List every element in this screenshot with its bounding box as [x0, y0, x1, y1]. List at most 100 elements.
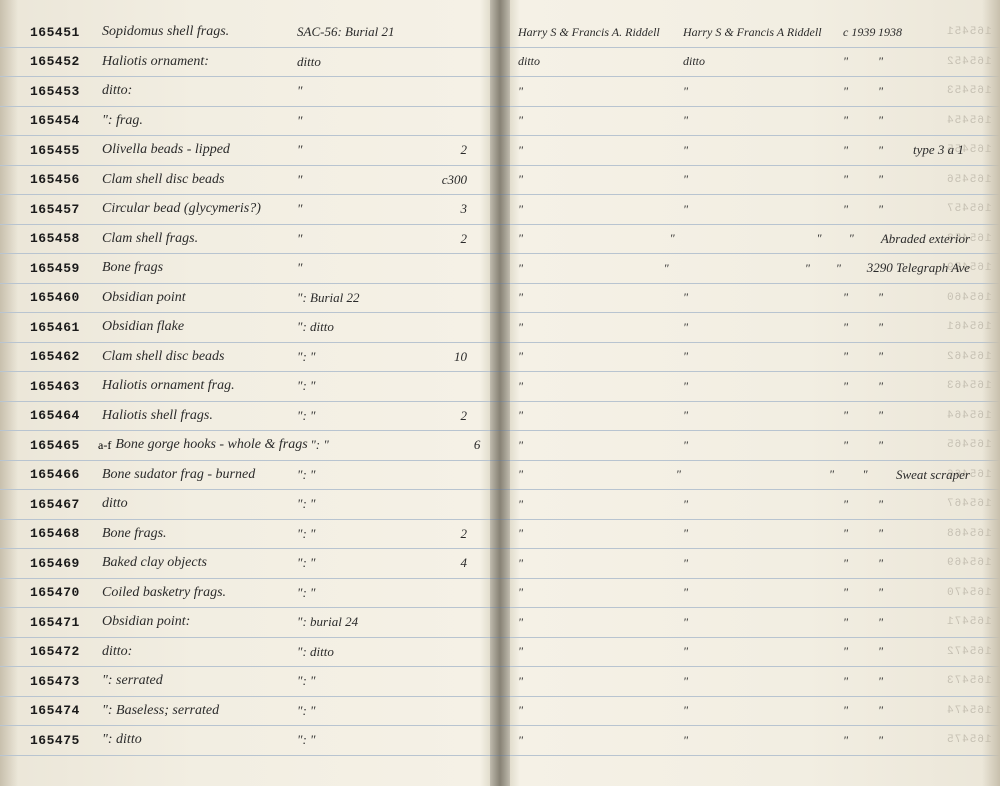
year-collected: ": [843, 644, 878, 659]
ledger-row-left: 165464Haliotis shell frags.": "2: [0, 402, 500, 432]
year-accessioned: ": [836, 261, 867, 276]
catalog-number: 165460: [30, 290, 102, 305]
ledger-row-right: """"165454: [500, 107, 1000, 137]
year-collected: ": [843, 113, 878, 128]
year-accessioned: ": [878, 54, 913, 69]
item-description: Sopidomus shell frags.: [102, 24, 297, 40]
item-description: Haliotis shell frags.: [102, 408, 297, 424]
item-description: Haliotis ornament:: [102, 54, 297, 70]
ledger-row-left: 165461Obsidian flake": ditto: [0, 313, 500, 343]
ledger-row-right: """"165461: [500, 313, 1000, 343]
catalog-suffix: a-f: [98, 438, 111, 453]
year-collected: ": [829, 467, 862, 482]
collector: ": [518, 467, 676, 482]
catalog-number: 165473: [30, 674, 102, 689]
ledger-row-right: """"165470: [500, 579, 1000, 609]
item-location: ": ": [297, 408, 427, 424]
donor: ": [683, 379, 843, 394]
ledger-row-left: 165453ditto:": [0, 77, 500, 107]
year-collected: ": [843, 320, 878, 335]
ledger-row-left: 165471Obsidian point:": burial 24: [0, 608, 500, 638]
donor: ": [664, 261, 805, 276]
collector: ": [518, 497, 683, 512]
item-location: ": ditto: [297, 644, 427, 660]
item-location: ": ": [297, 349, 427, 365]
year-collected: ": [843, 438, 878, 453]
book-spine: [490, 0, 510, 786]
item-location: ": [297, 201, 427, 217]
catalog-number: 165455: [30, 143, 102, 158]
year-accessioned: ": [878, 84, 913, 99]
item-location: ": [297, 260, 427, 276]
item-location: ": ": [297, 732, 427, 748]
item-description: Obsidian flake: [102, 319, 297, 335]
ledger-row-right: """"165463: [500, 372, 1000, 402]
year-accessioned: ": [878, 408, 913, 423]
catalog-number: 165457: [30, 202, 102, 217]
item-description: ditto:: [102, 83, 297, 99]
ledger-row-right: """"165460: [500, 284, 1000, 314]
ledger-row-left: 165452Haliotis ornament:ditto: [0, 48, 500, 78]
collector: ": [518, 674, 683, 689]
ledger-row-right: """"165468: [500, 520, 1000, 550]
item-location: ": ": [297, 703, 427, 719]
year-accessioned: ": [878, 438, 913, 453]
item-quantity: 2: [427, 231, 467, 247]
ledger-row-left: 165465a-fBone gorge hooks - whole & frag…: [0, 431, 500, 461]
catalog-number: 165468: [30, 526, 102, 541]
ledger-row-right: """"165473: [500, 667, 1000, 697]
collector: ": [518, 408, 683, 423]
ledger-row-right: """"3290 Telegraph Ave165459: [500, 254, 1000, 284]
item-description: Baked clay objects: [102, 555, 297, 571]
collector: ": [518, 438, 683, 453]
year-accessioned: ": [878, 556, 913, 571]
item-location: ": [297, 231, 427, 247]
ledger-row-right: """"165474: [500, 697, 1000, 727]
collector: ": [518, 172, 683, 187]
year-accessioned: ": [878, 379, 913, 394]
right-page: Harry S & Francis A. RiddellHarry S & Fr…: [500, 0, 1000, 786]
donor: ": [683, 349, 843, 364]
item-location: ": ": [297, 526, 427, 542]
year-collected: ": [843, 585, 878, 600]
year-accessioned: ": [878, 526, 913, 541]
item-description: Clam shell disc beads: [102, 349, 297, 365]
item-location: ": ": [297, 378, 427, 394]
collector: ": [518, 143, 683, 158]
year-accessioned: ": [878, 585, 913, 600]
collector: ": [518, 703, 683, 718]
item-location: ": ": [297, 673, 427, 689]
item-quantity: 4: [427, 555, 467, 571]
year-collected: ": [843, 84, 878, 99]
ledger-row-left: 165467ditto": ": [0, 490, 500, 520]
collector: ": [518, 320, 683, 335]
catalog-number: 165452: [30, 54, 102, 69]
collector: ": [518, 84, 683, 99]
ledger-row-left: 165454": frag.": [0, 107, 500, 137]
item-description: Olivella beads - lipped: [102, 142, 297, 158]
catalog-number: 165456: [30, 172, 102, 187]
year-accessioned: ": [878, 497, 913, 512]
donor: ": [683, 113, 843, 128]
donor: ": [683, 84, 843, 99]
year-accessioned: ": [878, 733, 913, 748]
item-quantity: 2: [427, 408, 467, 424]
year-accessioned: ": [878, 644, 913, 659]
year-accessioned: 1938: [878, 25, 913, 40]
collector: ": [518, 290, 683, 305]
ledger-row-left: 165468Bone frags.": "2: [0, 520, 500, 550]
item-quantity: 2: [427, 526, 467, 542]
year-collected: ": [843, 408, 878, 423]
item-location: ": [297, 83, 427, 99]
item-description: ": frag.: [102, 113, 297, 129]
year-collected: ": [843, 379, 878, 394]
ledger-row-right: """"165467: [500, 490, 1000, 520]
collector: ": [518, 231, 670, 246]
donor: ": [683, 526, 843, 541]
catalog-number: 165453: [30, 84, 102, 99]
item-quantity: 2: [427, 142, 467, 158]
donor: ": [683, 408, 843, 423]
item-description: ": serrated: [102, 673, 297, 689]
year-accessioned: ": [878, 113, 913, 128]
year-collected: ": [843, 172, 878, 187]
